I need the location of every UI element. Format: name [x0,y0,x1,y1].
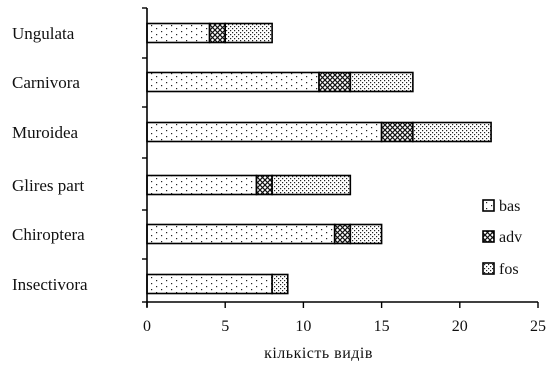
x-axis-title: кількість видів [264,345,373,362]
x-tick-label: 10 [295,318,311,335]
bar-segment-adv [255,174,273,196]
bar-segment-bas [146,22,211,44]
bar-segment-fos [271,273,289,295]
bar-segment-adv [333,223,352,245]
bars-group [146,22,492,295]
legend-label-fos: fos [499,261,519,278]
category-labels: Ungulata Carnivora Muroidea Glires part Chir… [12,24,88,294]
bar-segment-bas [146,174,258,196]
bar-segment-fos [412,121,492,143]
legend-swatch-fos [482,262,495,275]
category-label: Chiroptera [12,225,85,244]
category-label: Carnivora [12,73,80,92]
legend-swatch-adv [482,230,495,243]
legend: bas adv fos [482,198,522,278]
x-tick-label: 5 [221,318,229,335]
bar-segment-fos [349,71,414,93]
x-tick-label: 25 [530,318,546,335]
bar-segment-bas [146,121,383,143]
bar-segment-adv [208,22,226,44]
bar-segment-fos [349,223,383,245]
bar-segment-bas [146,273,273,295]
x-tick-label: 0 [143,318,151,335]
legend-label-bas: bas [499,198,520,215]
x-axis-ticks: 0 5 10 15 20 25 [143,302,546,335]
bar-segment-bas [146,223,336,245]
bar-segment-fos [224,22,273,44]
category-label: Ungulata [12,24,75,43]
bar-segment-fos [271,174,352,196]
x-tick-label: 20 [452,318,468,335]
category-label: Insectivora [12,275,88,294]
legend-label-adv: adv [499,229,522,246]
legend-swatch-bas [482,199,495,212]
x-tick-label: 15 [374,318,390,335]
category-label: Glires part [12,176,85,195]
bar-segment-adv [380,121,414,143]
bar-segment-bas [146,71,320,93]
bar-segment-adv [318,71,352,93]
category-label: Muroidea [12,123,79,142]
